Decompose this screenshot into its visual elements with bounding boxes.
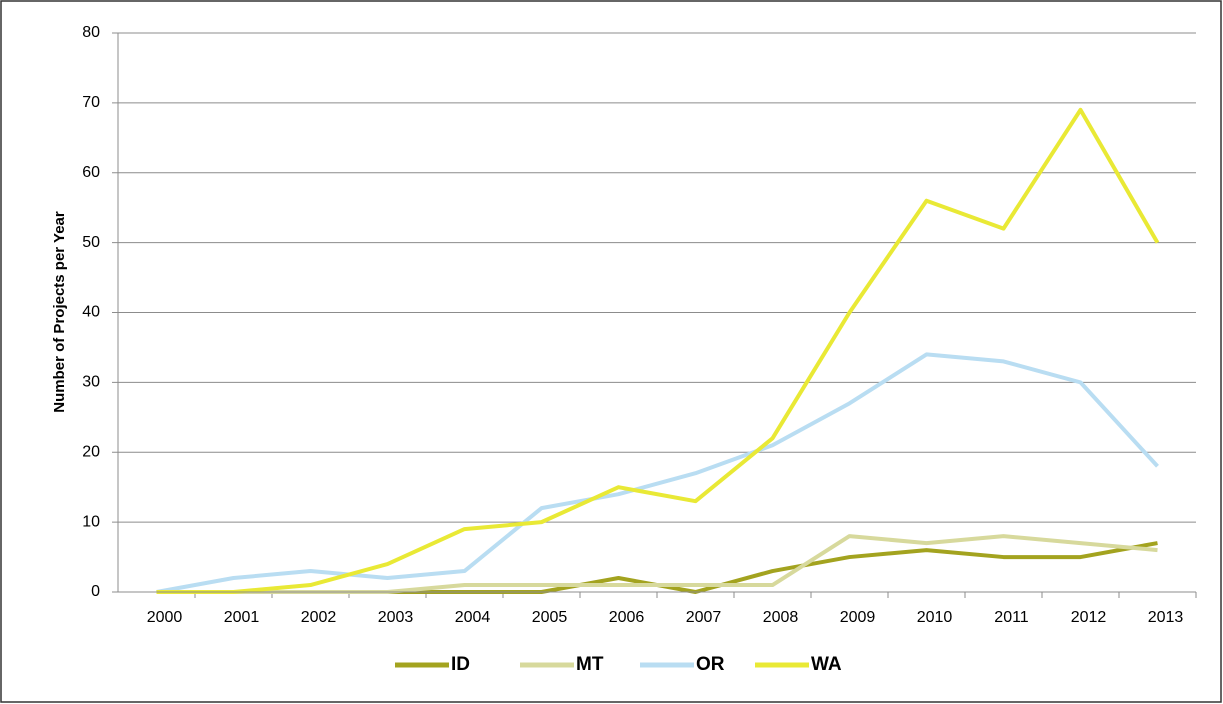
legend-label: WA xyxy=(811,654,842,675)
x-tick-label: 2009 xyxy=(840,609,876,626)
legend-label: OR xyxy=(696,654,725,675)
legend-label: ID xyxy=(451,654,470,675)
x-tick-label: 2013 xyxy=(1148,609,1184,626)
x-tick-label: 2001 xyxy=(224,609,260,626)
y-tick-label: 30 xyxy=(82,374,100,391)
x-tick-label: 2003 xyxy=(378,609,414,626)
series-line xyxy=(156,352,1159,594)
legend-label: MT xyxy=(576,654,604,675)
x-tick-label: 2000 xyxy=(147,609,183,626)
x-tick-label: 2002 xyxy=(301,609,337,626)
y-axis-title: Number of Projects per Year xyxy=(51,211,68,413)
x-tick-label: 2005 xyxy=(532,609,568,626)
y-tick-label: 70 xyxy=(82,94,100,111)
x-tick-label: 2007 xyxy=(686,609,722,626)
y-tick-label: 80 xyxy=(82,24,100,41)
y-tick-label: 20 xyxy=(82,443,100,460)
x-tick-label: 2010 xyxy=(917,609,953,626)
x-tick-label: 2012 xyxy=(1071,609,1107,626)
series-line xyxy=(156,107,1160,594)
y-tick-label: 0 xyxy=(91,583,100,600)
y-tick-label: 50 xyxy=(82,234,100,251)
y-tick-label: 10 xyxy=(82,513,100,530)
y-tick-label: 60 xyxy=(82,164,100,181)
y-tick-label: 40 xyxy=(82,304,100,321)
x-tick-label: 2006 xyxy=(609,609,645,626)
x-tick-label: 2008 xyxy=(763,609,799,626)
x-tick-label: 2011 xyxy=(994,609,1029,626)
x-tick-label: 2004 xyxy=(455,609,491,626)
